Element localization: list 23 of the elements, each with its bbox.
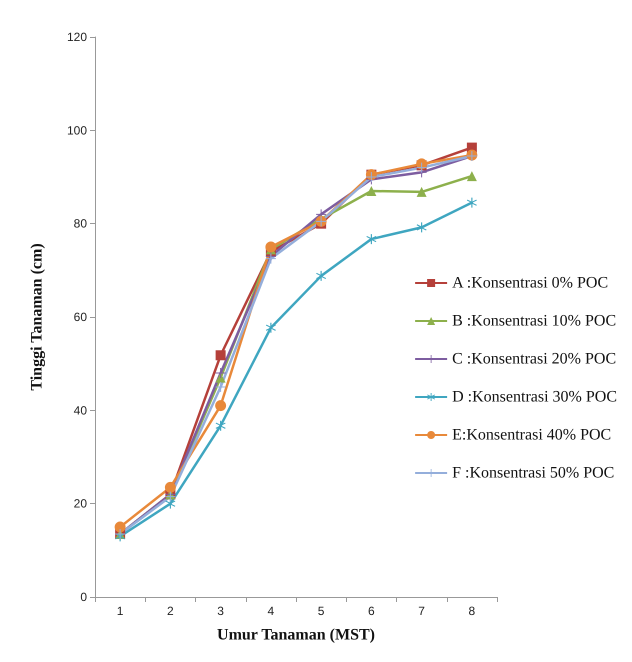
y-tick-label: 60	[74, 310, 88, 324]
legend-label: A :Konsentrasi 0% POC	[452, 274, 608, 292]
y-axis-title: Tinggi Tanaman (cm)	[28, 243, 46, 391]
x-tick-label: 1	[116, 604, 124, 618]
x-tick-label: 8	[468, 604, 476, 618]
x-tick-label: 3	[217, 604, 224, 618]
legend-label: D :Konsentrasi 30% POC	[452, 388, 618, 406]
x-tick-label: 5	[318, 604, 325, 618]
x-axis-title: Umur Tanaman (MST)	[217, 626, 375, 644]
y-tick-label: 20	[74, 496, 88, 511]
y-tick-label: 40	[74, 403, 88, 418]
legend-label: B :Konsentrasi 10% POC	[452, 312, 616, 330]
y-tick-label: 120	[66, 30, 88, 44]
x-tick-label: 7	[418, 604, 426, 618]
x-tick-label: 4	[268, 604, 275, 618]
y-tick-label: 100	[66, 123, 88, 138]
y-tick-label: 0	[80, 590, 88, 604]
legend-label: C :Konsentrasi 20% POC	[452, 350, 616, 368]
legend-label: F :Konsentrasi 50% POC	[452, 464, 614, 482]
x-tick-label: 6	[368, 604, 376, 618]
legend-label: E:Konsentrasi 40% POC	[452, 426, 612, 444]
x-tick-label: 2	[167, 604, 174, 618]
y-tick-label: 80	[74, 216, 88, 231]
